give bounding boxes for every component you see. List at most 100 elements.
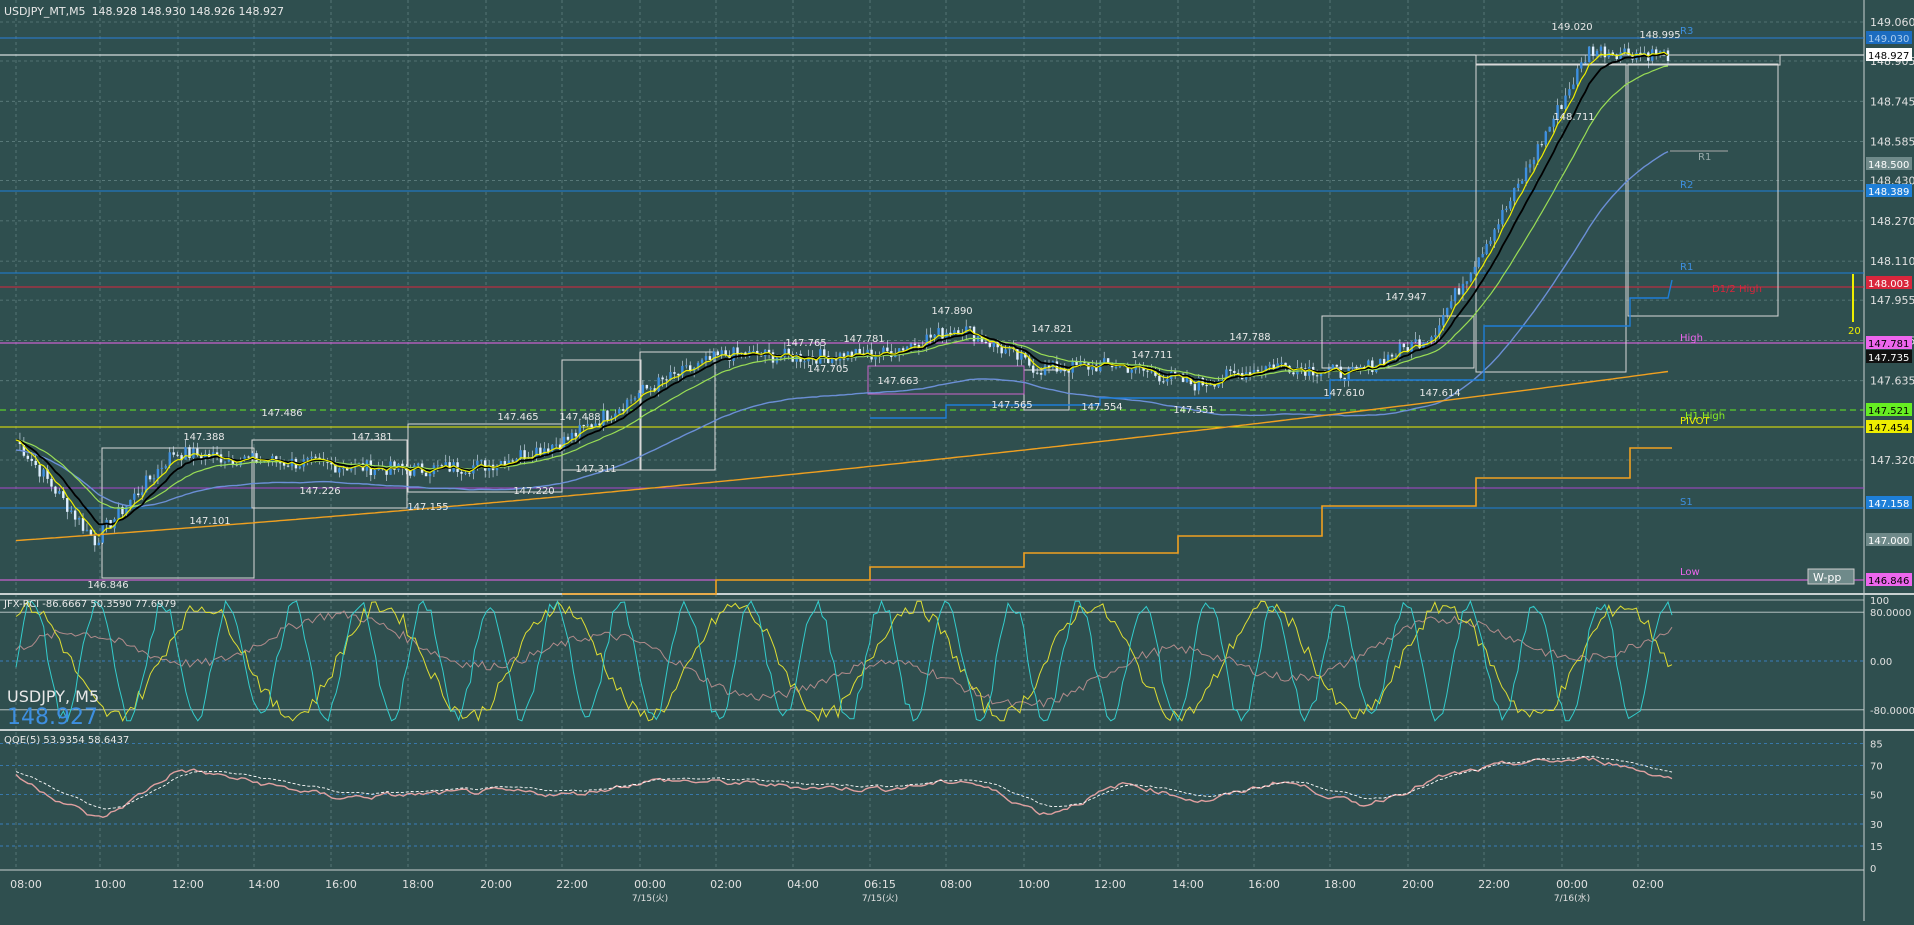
time-tick-label: 04:00 <box>787 878 819 891</box>
level-label: S1 <box>1680 497 1693 508</box>
candle-body <box>1162 381 1165 383</box>
candle-body <box>1193 384 1197 391</box>
candle-body <box>1300 367 1303 369</box>
price-tick-label: 149.060 <box>1870 16 1914 29</box>
session-box <box>251 439 408 509</box>
candle-body <box>30 458 33 461</box>
candle-body <box>413 465 416 476</box>
date-tick-label: 7/16(水) <box>1554 892 1590 904</box>
candle-body <box>645 384 649 389</box>
time-tick-label: 00:00 <box>634 878 666 891</box>
candle-body <box>140 492 144 496</box>
candle-body <box>460 471 463 474</box>
candle-body <box>1083 362 1086 364</box>
ema-fast-line <box>15 51 1669 537</box>
candle-body <box>1268 364 1271 367</box>
candle-body <box>1102 358 1106 363</box>
candle-body <box>1446 307 1449 316</box>
price-tag-label: 147.521 <box>1868 406 1909 417</box>
price-annotation: 147.788 <box>1229 332 1270 343</box>
price-annotation: 147.765 <box>785 338 826 349</box>
candle-body <box>984 341 988 344</box>
candle-body <box>1524 167 1528 181</box>
candle-body <box>1587 46 1591 63</box>
candle-body <box>330 462 333 465</box>
candle-body <box>964 326 968 334</box>
candle-body <box>1035 372 1039 374</box>
qqe-panel: 85 70 50 30 15 0 <box>0 739 1883 875</box>
price-annotation: 147.711 <box>1131 350 1172 361</box>
candle-body <box>251 453 254 458</box>
candle-body <box>1430 337 1433 343</box>
ticker-price: 148.927 <box>7 705 98 730</box>
price-tick-label: 148.745 <box>1870 95 1914 108</box>
candle-body <box>1509 201 1512 209</box>
time-tick-label: 20:00 <box>480 878 512 891</box>
candle-body <box>476 460 479 466</box>
candle-body <box>22 443 26 456</box>
candle-body <box>566 436 570 440</box>
date-tick-label: 7/15(火) <box>862 893 898 904</box>
candle-body <box>590 424 593 428</box>
candle-body <box>1339 366 1342 378</box>
qqe-title: QQE(5) 53.9354 58.6437 <box>4 735 129 746</box>
candle-body <box>1229 369 1232 371</box>
candle-body <box>349 467 353 471</box>
candle-body <box>1449 301 1453 308</box>
candle-body <box>681 365 684 376</box>
candle-body <box>1516 183 1520 188</box>
candle-body <box>1442 315 1445 326</box>
candle-body <box>685 365 688 367</box>
candle-body <box>689 365 692 371</box>
candle-body <box>917 345 921 349</box>
candle-body <box>1536 144 1540 160</box>
candle-body <box>168 452 171 467</box>
candle-body <box>428 473 432 477</box>
candle-body <box>570 432 574 440</box>
qqe-axis-label: 15 <box>1870 842 1883 853</box>
candle-body <box>598 423 601 426</box>
price-annotation: 147.465 <box>497 412 538 423</box>
candle-body <box>503 461 507 467</box>
price-annotation: 147.554 <box>1081 402 1122 413</box>
price-tag-label: 148.927 <box>1868 51 1909 62</box>
candle-body <box>535 447 538 459</box>
candle-body <box>1639 52 1642 54</box>
candle-body <box>1091 364 1094 370</box>
price-tag-label: 148.389 <box>1868 187 1909 198</box>
candle-body <box>483 460 487 471</box>
level-label: R3 <box>1680 26 1693 37</box>
candle-body <box>409 470 412 476</box>
rci-mid-line <box>15 600 1673 722</box>
candle-body <box>164 466 168 468</box>
candle-body <box>117 506 120 520</box>
candle-body <box>1378 358 1382 366</box>
candle-body <box>34 460 37 465</box>
candle-body <box>1548 126 1551 132</box>
candle-body <box>1315 375 1319 377</box>
price-tag-label: 147.158 <box>1868 499 1909 510</box>
candle-body <box>1106 358 1110 364</box>
candle-body <box>121 506 124 515</box>
time-tick-label: 16:00 <box>325 878 357 891</box>
time-tick-label: 10:00 <box>94 878 126 891</box>
candle-body <box>625 399 629 411</box>
candle-body <box>759 355 763 357</box>
time-tick-label: 20:00 <box>1402 878 1434 891</box>
candle-body <box>1039 372 1043 375</box>
session-box <box>1627 63 1779 317</box>
candle-body <box>1611 52 1615 55</box>
candle-body <box>1552 118 1555 127</box>
candle-body <box>499 461 503 466</box>
candle-body <box>562 436 566 450</box>
time-tick-label: 02:00 <box>710 878 742 891</box>
candle-body <box>1371 360 1374 372</box>
candle-body <box>574 432 578 437</box>
candle-body <box>239 460 242 466</box>
candle-body <box>1079 362 1082 366</box>
time-tick-label: 12:00 <box>172 878 204 891</box>
candle-body <box>1485 244 1488 255</box>
candle-body <box>1150 371 1153 373</box>
